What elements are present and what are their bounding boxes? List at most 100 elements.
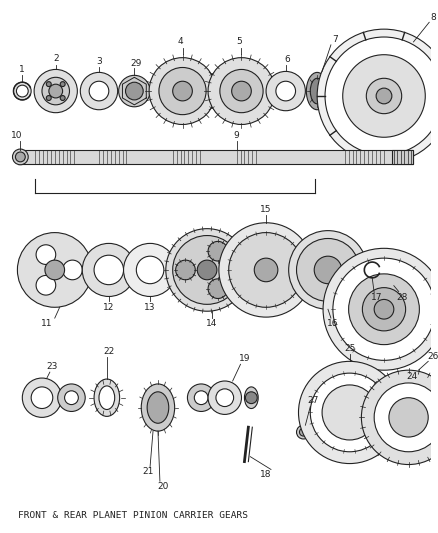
- Circle shape: [173, 81, 192, 101]
- Circle shape: [343, 55, 425, 138]
- Circle shape: [173, 236, 241, 304]
- Circle shape: [389, 398, 428, 437]
- Circle shape: [317, 29, 438, 163]
- Circle shape: [216, 389, 233, 407]
- Ellipse shape: [306, 72, 328, 110]
- Ellipse shape: [310, 78, 324, 104]
- Circle shape: [136, 256, 164, 284]
- Circle shape: [378, 254, 410, 286]
- Bar: [18, 150, 413, 164]
- Text: 21: 21: [142, 467, 154, 476]
- Circle shape: [349, 274, 419, 345]
- Text: 13: 13: [145, 303, 156, 312]
- Circle shape: [374, 300, 394, 319]
- Circle shape: [45, 260, 64, 280]
- Text: 24: 24: [406, 372, 417, 381]
- Circle shape: [266, 71, 305, 111]
- Circle shape: [298, 361, 401, 464]
- Text: 11: 11: [41, 319, 53, 328]
- Circle shape: [376, 88, 392, 104]
- Text: 1: 1: [19, 65, 25, 74]
- Circle shape: [314, 256, 342, 284]
- Circle shape: [208, 241, 228, 261]
- Circle shape: [366, 78, 402, 114]
- Circle shape: [64, 391, 78, 405]
- Text: 15: 15: [260, 205, 272, 214]
- Circle shape: [34, 69, 78, 112]
- Circle shape: [31, 387, 53, 408]
- Text: 18: 18: [260, 470, 272, 479]
- Ellipse shape: [99, 386, 115, 409]
- Circle shape: [361, 370, 438, 465]
- Text: 2: 2: [53, 54, 59, 63]
- Text: 10: 10: [11, 131, 22, 140]
- Text: 20: 20: [157, 482, 169, 491]
- Circle shape: [119, 75, 150, 107]
- Text: 6: 6: [285, 55, 290, 64]
- Circle shape: [18, 232, 92, 308]
- Circle shape: [94, 255, 124, 285]
- Circle shape: [126, 82, 143, 100]
- Ellipse shape: [244, 387, 258, 408]
- Circle shape: [343, 262, 358, 278]
- Circle shape: [13, 149, 28, 165]
- Ellipse shape: [141, 384, 175, 431]
- Text: 19: 19: [239, 354, 250, 363]
- Circle shape: [22, 378, 62, 417]
- Bar: [392, 150, 413, 164]
- Circle shape: [42, 77, 70, 105]
- Circle shape: [300, 428, 307, 436]
- Text: 23: 23: [46, 362, 57, 371]
- Bar: [342, 265, 360, 275]
- Circle shape: [149, 58, 216, 125]
- Circle shape: [187, 384, 215, 411]
- Circle shape: [325, 37, 438, 155]
- Circle shape: [208, 279, 228, 298]
- Circle shape: [385, 261, 403, 279]
- Circle shape: [46, 82, 51, 86]
- Circle shape: [80, 72, 118, 110]
- Circle shape: [60, 95, 65, 101]
- Text: 25: 25: [344, 344, 355, 353]
- Circle shape: [276, 81, 296, 101]
- Circle shape: [229, 232, 304, 308]
- Text: 14: 14: [206, 319, 218, 328]
- Circle shape: [333, 258, 435, 360]
- Circle shape: [232, 81, 251, 101]
- Text: 29: 29: [131, 59, 142, 68]
- Text: 27: 27: [307, 396, 319, 405]
- Circle shape: [46, 95, 51, 101]
- Circle shape: [89, 81, 109, 101]
- Circle shape: [63, 260, 82, 280]
- Circle shape: [60, 82, 65, 86]
- Circle shape: [374, 383, 438, 452]
- Circle shape: [297, 238, 360, 301]
- Circle shape: [297, 425, 310, 439]
- Circle shape: [49, 84, 63, 98]
- Circle shape: [166, 229, 248, 311]
- Text: 22: 22: [103, 347, 114, 356]
- Circle shape: [176, 260, 195, 280]
- Circle shape: [219, 223, 313, 317]
- Ellipse shape: [94, 379, 120, 416]
- Circle shape: [289, 231, 367, 309]
- Text: 3: 3: [96, 57, 102, 66]
- Circle shape: [36, 245, 56, 264]
- Circle shape: [58, 384, 85, 411]
- Ellipse shape: [147, 392, 169, 423]
- Circle shape: [208, 58, 275, 125]
- Circle shape: [16, 85, 28, 97]
- Circle shape: [82, 244, 135, 296]
- Circle shape: [366, 264, 378, 276]
- Circle shape: [159, 68, 206, 115]
- Text: 12: 12: [103, 303, 114, 312]
- Text: 16: 16: [327, 319, 339, 328]
- Text: 17: 17: [371, 293, 383, 302]
- Circle shape: [362, 288, 406, 331]
- Circle shape: [124, 244, 177, 296]
- Circle shape: [310, 373, 389, 452]
- Circle shape: [208, 381, 241, 415]
- Circle shape: [245, 392, 257, 403]
- Text: 5: 5: [237, 37, 242, 46]
- Text: 9: 9: [234, 131, 240, 140]
